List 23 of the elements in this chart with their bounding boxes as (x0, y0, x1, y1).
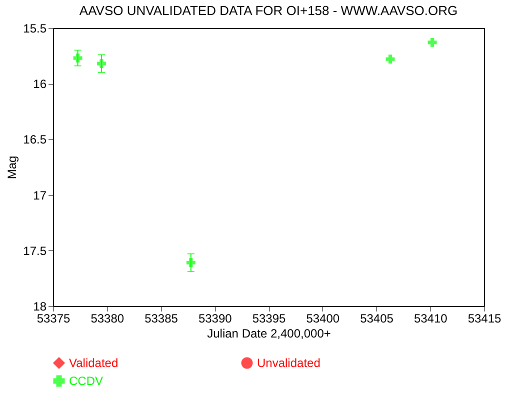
legend-label: Unvalidated (257, 356, 320, 370)
y-tick-label: 16.5 (23, 132, 47, 147)
legend-label: CCDV (69, 374, 104, 388)
x-tick-label: 53380 (90, 312, 124, 326)
x-tick-label: 53395 (252, 312, 286, 326)
x-tick-label: 53385 (144, 312, 178, 326)
point (386, 54, 395, 64)
y-tick-label: 17 (33, 188, 47, 202)
x-tick-label: 53400 (306, 312, 340, 326)
y-tick-label: 16 (33, 77, 47, 92)
legend-label: Validated (69, 356, 118, 370)
x-tick-label: 53405 (360, 312, 394, 326)
x-axis-title: Julian Date 2,400,000+ (207, 326, 331, 340)
x-tick-label: 53410 (414, 312, 448, 326)
point (428, 38, 437, 47)
y-axis-title: Mag (5, 156, 20, 180)
y-tick-label: 17.5 (23, 244, 47, 258)
x-tick-label: 53415 (468, 312, 502, 326)
y-tick-label: 18 (33, 300, 47, 314)
chart-title: AAVSO UNVALIDATED DATA FOR OI+158 - WWW.AAVSO.ORG (79, 3, 458, 18)
x-tick-label: 53375 (36, 312, 71, 326)
x-tick-label: 53390 (198, 312, 232, 326)
y-tick-label: 15.5 (23, 22, 47, 36)
